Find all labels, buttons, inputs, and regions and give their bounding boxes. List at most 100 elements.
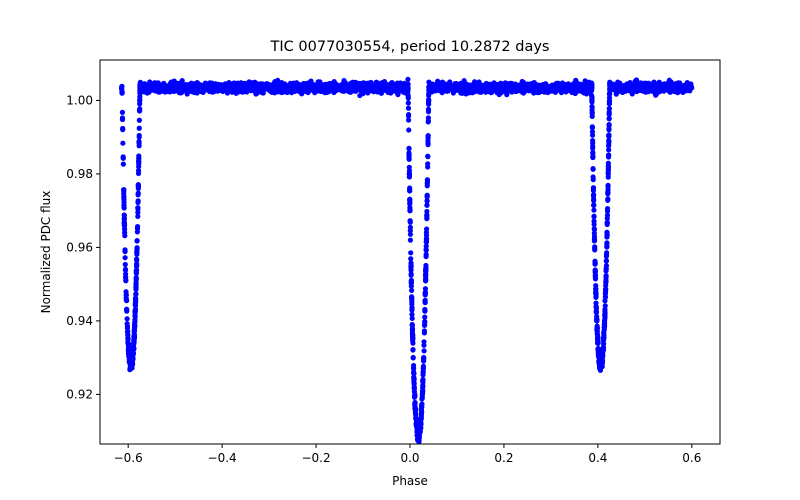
data-point (607, 79, 613, 85)
data-point (405, 91, 411, 98)
data-point (494, 90, 500, 96)
data-point (520, 90, 527, 96)
data-point (423, 266, 429, 272)
data-point (601, 321, 607, 327)
data-point (126, 354, 133, 361)
data-point (222, 87, 229, 94)
data-point (529, 81, 535, 87)
y-tick-label: 0.96 (66, 240, 93, 254)
data-point (129, 365, 135, 371)
y-axis-ticks: 0.92 0.94 0.96 0.98 1.00 (66, 93, 100, 401)
data-point (536, 87, 542, 93)
data-point (119, 109, 126, 115)
data-point (424, 214, 430, 220)
data-point (409, 315, 415, 322)
data-point (121, 205, 127, 211)
data-point (413, 416, 419, 422)
data-point (591, 221, 597, 228)
data-point (595, 351, 602, 357)
data-points (119, 76, 695, 445)
y-tick-label: 0.94 (66, 314, 93, 328)
data-point (542, 89, 548, 95)
data-point (136, 153, 142, 159)
data-point (335, 82, 341, 89)
data-point (341, 88, 347, 94)
data-point (407, 197, 413, 203)
data-point (424, 193, 430, 199)
data-point (589, 125, 596, 131)
data-point (410, 331, 416, 337)
data-point (422, 298, 428, 304)
data-point (591, 233, 598, 240)
data-point (136, 117, 142, 123)
data-point (420, 358, 427, 364)
data-point (380, 85, 386, 91)
data-point (495, 82, 501, 88)
data-point (657, 85, 663, 92)
data-point (602, 294, 608, 300)
data-point (589, 104, 595, 111)
data-point (379, 80, 385, 86)
data-point (141, 89, 148, 95)
data-point (135, 213, 141, 219)
data-point (407, 205, 413, 211)
data-point (421, 339, 427, 345)
data-point (635, 81, 641, 88)
data-point (316, 88, 323, 94)
data-point (180, 88, 186, 94)
data-point (132, 314, 138, 320)
data-point (406, 127, 412, 133)
data-point (606, 147, 612, 153)
data-point (606, 125, 612, 132)
x-tick-label: 0.0 (400, 451, 419, 465)
data-point (252, 79, 258, 85)
data-point (125, 336, 131, 342)
data-point (122, 267, 129, 273)
chart-title: TIC 0077030554, period 10.2872 days (270, 39, 550, 55)
x-tick-label: 0.2 (494, 451, 513, 465)
data-point (133, 277, 139, 283)
data-point (606, 99, 613, 105)
data-point (203, 84, 209, 90)
data-point (408, 279, 414, 285)
data-point (135, 205, 141, 211)
data-point (408, 263, 414, 269)
data-point (440, 85, 447, 92)
data-point (121, 194, 127, 201)
data-point (605, 152, 612, 158)
data-point (406, 174, 412, 180)
data-point (123, 297, 129, 303)
data-point (589, 110, 595, 116)
data-point (418, 413, 424, 419)
data-point (419, 401, 425, 407)
data-point (425, 153, 431, 159)
data-point (680, 89, 686, 96)
data-point (308, 87, 314, 93)
data-point (603, 253, 610, 259)
data-point (605, 182, 611, 188)
data-point (136, 132, 142, 139)
data-point (133, 263, 140, 270)
data-point (424, 198, 430, 204)
data-point (134, 225, 141, 232)
data-point (282, 86, 288, 92)
data-point (605, 189, 611, 195)
data-point (673, 87, 680, 93)
data-point (416, 428, 422, 434)
data-point (590, 143, 596, 149)
data-point (120, 125, 126, 132)
data-point (426, 96, 432, 103)
data-point (397, 87, 403, 93)
data-point (591, 198, 597, 204)
y-tick-label: 1.00 (66, 93, 93, 107)
data-point (604, 229, 610, 235)
data-point (137, 97, 143, 103)
data-point (567, 88, 573, 94)
data-point (593, 286, 599, 292)
data-point (137, 90, 143, 96)
data-point (605, 164, 611, 170)
data-point (488, 90, 494, 96)
data-point (123, 278, 129, 284)
data-point (412, 399, 418, 406)
